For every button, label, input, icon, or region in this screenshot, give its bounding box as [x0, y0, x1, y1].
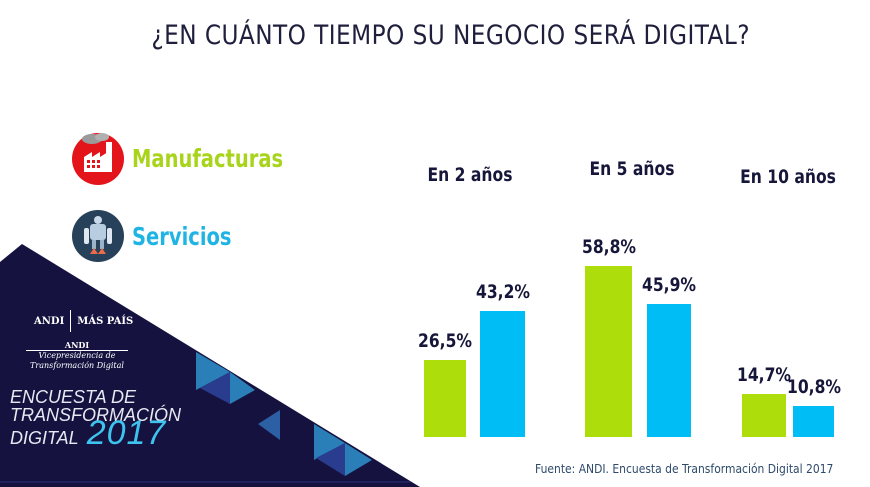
category-label-2-anos: En 2 años [427, 164, 513, 186]
legend-item-manufacturas: Manufacturas [70, 130, 326, 186]
andi-vp-logo: ANDI Vicepresidencia de Transformación D… [22, 340, 132, 371]
andi-sub-org: ANDI [26, 340, 128, 351]
triangle-deco [258, 410, 280, 440]
legend-label-manufacturas: Manufacturas [132, 143, 284, 173]
triangle-deco [230, 372, 255, 404]
value-label-manufacturas-5-anos: 58,8% [581, 236, 636, 258]
andi-logo-text: ANDI [34, 315, 65, 327]
value-label-servicios-10-anos: 10,8% [786, 375, 841, 398]
survey-line3: DIGITAL [10, 428, 79, 448]
survey-title: ENCUESTA DE TRANSFORMACIÓN DIGITAL 2017 [10, 387, 181, 450]
value-label-manufacturas-10-anos: 14,7% [736, 364, 792, 387]
decorative-triangles [196, 352, 372, 476]
source-note: Fuente: ANDI. Encuesta de Transformación… [535, 461, 834, 476]
survey-line2: TRANSFORMACIÓN [10, 405, 181, 425]
survey-year: 2017 [86, 414, 167, 452]
factory-icon [72, 133, 124, 185]
bar-manufacturas-2-anos [424, 359, 466, 437]
triangle-deco [314, 424, 345, 460]
bar-servicios-10-anos [793, 405, 834, 437]
triangle-deco [200, 372, 230, 404]
value-label-manufacturas-2-anos: 26,5% [417, 329, 473, 352]
mas-pais-logo-text: MÁS PAÍS [77, 315, 134, 327]
triangle-deco [196, 352, 230, 390]
triangle-deco [345, 443, 372, 476]
robot-icon [72, 210, 124, 262]
bar-servicios-5-anos [647, 303, 691, 437]
category-label-5-anos: En 5 años [589, 158, 675, 180]
category-label-10-anos: En 10 años [740, 166, 836, 188]
triangle-deco [316, 443, 345, 476]
andi-sub-line2: Transformación Digital [30, 361, 124, 370]
logo-separator [70, 310, 72, 332]
bar-manufacturas-10-anos [742, 394, 786, 437]
bar-manufacturas-5-anos [585, 266, 632, 437]
value-label-servicios-5-anos: 45,9% [641, 273, 697, 296]
bar-servicios-2-anos [480, 311, 525, 437]
andi-mas-pais-logo: ANDI MÁS PAÍS [34, 310, 133, 332]
survey-line1: ENCUESTA DE [10, 387, 137, 407]
page-title: ¿EN CUÁNTO TIEMPO SU NEGOCIO SERÁ DIGITA… [151, 20, 751, 51]
value-label-servicios-2-anos: 43,2% [475, 281, 530, 304]
legend-item-servicios: Servicios [70, 208, 260, 264]
legend-label-servicios: Servicios [132, 221, 232, 251]
andi-sub-line1: Vicepresidencia de [38, 351, 116, 360]
